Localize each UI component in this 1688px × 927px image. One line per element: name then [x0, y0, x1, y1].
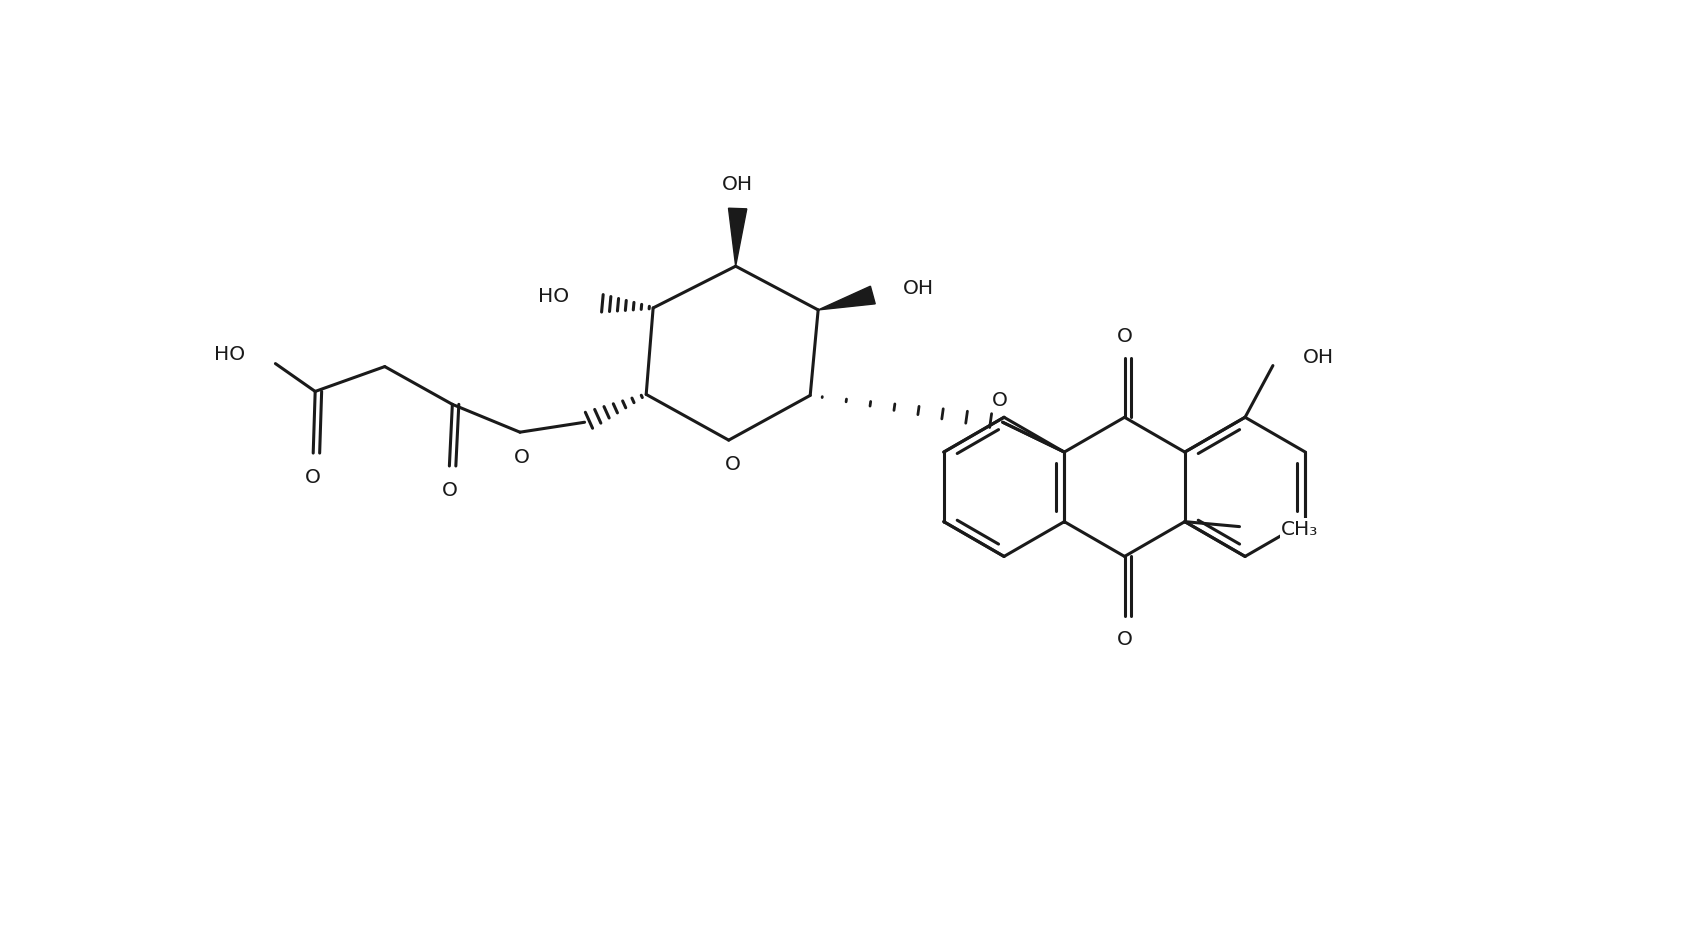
Text: OH: OH	[1303, 348, 1334, 367]
Text: O: O	[1117, 327, 1133, 346]
Text: CH₃: CH₃	[1281, 519, 1318, 539]
Text: O: O	[306, 468, 321, 487]
Text: O: O	[1117, 629, 1133, 649]
Text: O: O	[515, 447, 530, 466]
Text: O: O	[442, 481, 457, 500]
Text: HO: HO	[537, 286, 569, 305]
Polygon shape	[729, 209, 746, 267]
Text: O: O	[724, 455, 741, 474]
Text: OH: OH	[722, 175, 753, 194]
Text: O: O	[993, 390, 1008, 410]
Text: OH: OH	[903, 278, 933, 298]
Polygon shape	[819, 286, 876, 311]
Text: HO: HO	[214, 345, 245, 363]
